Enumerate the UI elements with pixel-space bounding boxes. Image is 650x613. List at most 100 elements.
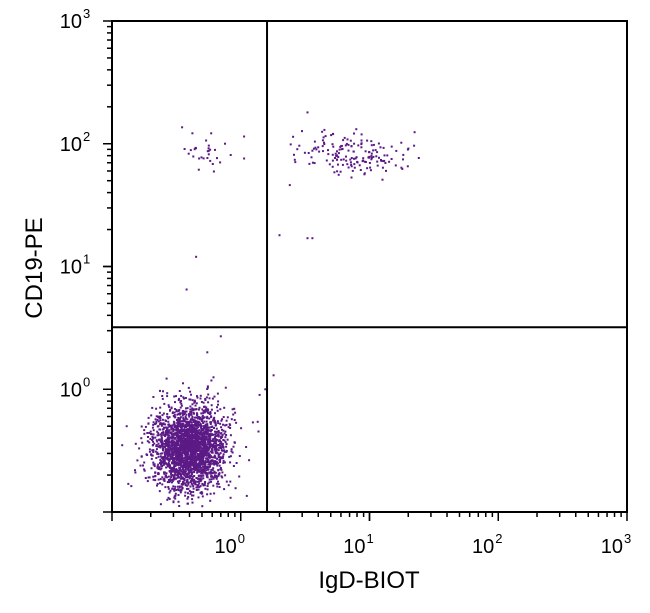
labels-layer: 10 0 10 1 10 2 10 310 010 110 210 3 xyxy=(60,6,631,558)
data-point xyxy=(166,498,169,501)
data-point xyxy=(159,406,162,409)
data-point xyxy=(125,425,128,428)
data-point xyxy=(212,484,215,487)
data-point xyxy=(201,468,204,471)
data-point xyxy=(194,422,197,425)
data-point xyxy=(173,489,176,492)
data-point xyxy=(191,399,194,402)
data-point xyxy=(177,462,180,465)
data-point xyxy=(187,428,190,431)
data-point xyxy=(167,459,170,461)
data-point xyxy=(229,461,232,464)
data-point xyxy=(175,489,178,491)
data-point xyxy=(194,452,197,454)
data-point xyxy=(200,156,203,159)
data-point xyxy=(161,476,164,479)
data-point xyxy=(190,479,193,482)
data-point xyxy=(197,422,199,424)
data-point xyxy=(155,407,158,410)
data-point xyxy=(174,460,177,463)
data-point xyxy=(227,484,230,487)
data-point xyxy=(206,408,209,411)
data-point xyxy=(161,483,164,486)
data-point xyxy=(185,455,188,458)
data-point xyxy=(203,434,206,437)
data-point xyxy=(221,456,224,459)
data-point xyxy=(147,416,150,419)
data-point xyxy=(179,439,182,442)
data-point xyxy=(189,470,192,473)
data-point xyxy=(200,491,203,494)
data-point xyxy=(178,435,181,438)
data-point xyxy=(206,440,209,443)
data-point xyxy=(189,424,192,427)
ticks-layer xyxy=(103,20,628,521)
data-point xyxy=(167,441,169,444)
data-point xyxy=(201,463,204,466)
data-point xyxy=(188,398,191,401)
data-point xyxy=(339,170,342,173)
data-point xyxy=(214,446,217,448)
data-point xyxy=(159,459,162,462)
data-point xyxy=(191,494,193,497)
data-point xyxy=(209,421,212,424)
data-point xyxy=(272,374,275,377)
data-point xyxy=(202,451,205,454)
data-point xyxy=(173,424,176,427)
data-point xyxy=(185,407,187,410)
data-point xyxy=(193,443,196,446)
data-point xyxy=(148,448,151,451)
data-point xyxy=(203,471,206,474)
data-point xyxy=(204,487,207,490)
data-point xyxy=(211,438,214,441)
data-point xyxy=(210,132,213,135)
data-point xyxy=(154,423,156,425)
data-point xyxy=(184,433,187,436)
data-point xyxy=(224,386,227,389)
data-point xyxy=(191,457,194,460)
data-point xyxy=(187,487,190,490)
data-point xyxy=(207,393,210,396)
data-point xyxy=(174,473,177,476)
data-point xyxy=(167,431,169,434)
data-point xyxy=(211,397,214,400)
data-point xyxy=(161,418,164,421)
data-point xyxy=(189,443,192,446)
data-point xyxy=(167,443,169,446)
data-point xyxy=(400,166,403,169)
data-point xyxy=(193,453,196,456)
data-point xyxy=(186,484,189,487)
data-point xyxy=(178,486,181,489)
data-point xyxy=(151,406,154,409)
data-point xyxy=(180,455,183,458)
data-point xyxy=(183,410,186,413)
data-point xyxy=(186,465,189,468)
data-point xyxy=(219,442,221,445)
data-point xyxy=(200,412,203,415)
data-point xyxy=(169,456,172,459)
data-point xyxy=(369,169,372,172)
data-point xyxy=(168,434,171,437)
data-point xyxy=(370,144,373,147)
data-point xyxy=(193,416,196,419)
data-point xyxy=(157,425,160,428)
data-point xyxy=(187,483,190,486)
data-point xyxy=(370,152,373,155)
data-point xyxy=(215,444,218,447)
data-point xyxy=(165,426,167,429)
data-point xyxy=(179,450,182,453)
data-point xyxy=(170,474,173,477)
data-point xyxy=(186,460,189,463)
data-point xyxy=(208,478,211,481)
data-point xyxy=(199,451,202,454)
data-point xyxy=(178,485,181,488)
data-point xyxy=(179,467,181,470)
data-point xyxy=(196,396,199,399)
data-point xyxy=(183,412,186,414)
data-point xyxy=(134,471,137,474)
data-point xyxy=(215,440,217,442)
data-point xyxy=(209,499,212,502)
data-point xyxy=(215,448,218,451)
data-point xyxy=(360,146,363,149)
data-point xyxy=(185,487,188,490)
